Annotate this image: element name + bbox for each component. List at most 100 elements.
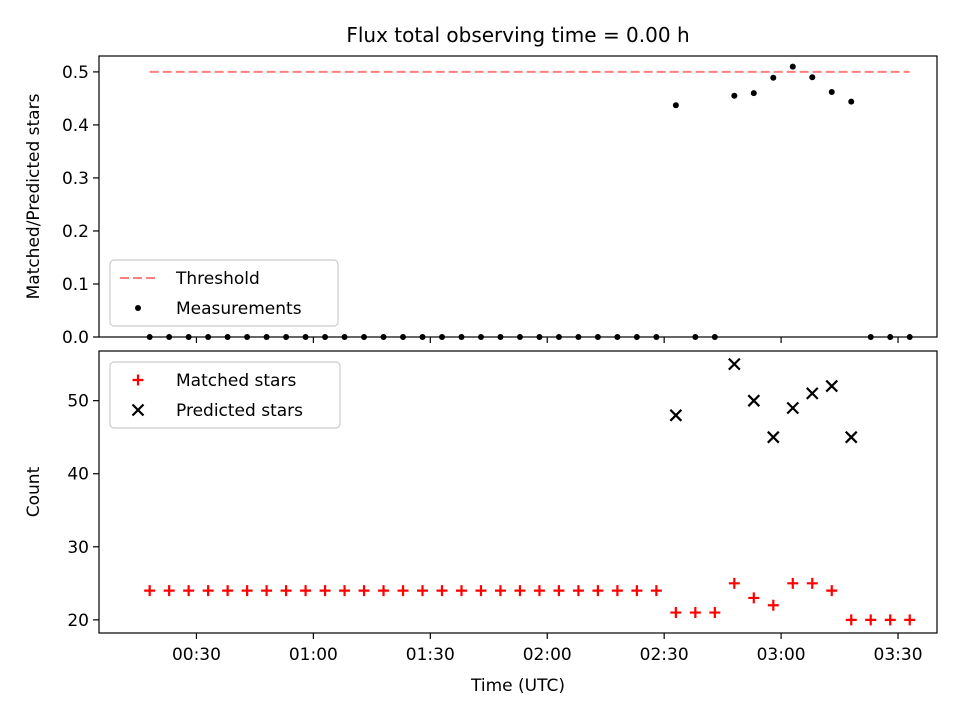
matched-star-point xyxy=(202,585,214,597)
legend-plus-swatch xyxy=(132,374,144,386)
legend: Matched stars Predicted stars xyxy=(109,361,341,429)
measurement-point xyxy=(614,334,621,340)
matched-star-point xyxy=(592,585,604,597)
legend-x-swatch xyxy=(131,403,145,417)
x-axis-title: Time (UTC) xyxy=(470,676,565,696)
matched-star-point xyxy=(767,599,779,611)
measurement-point xyxy=(536,334,543,340)
legend-label: Measurements xyxy=(176,299,302,319)
measurement-point xyxy=(731,92,738,99)
matched-star-point xyxy=(358,585,370,597)
x-tick-label: 02:00 xyxy=(523,645,572,665)
x-tick-label: 03:30 xyxy=(874,645,923,665)
matched-star-point xyxy=(514,585,526,597)
measurement-point xyxy=(224,334,231,340)
matched-star-point xyxy=(475,585,487,597)
measurement-point xyxy=(263,334,270,340)
matched-star-point xyxy=(826,585,838,597)
predicted-star-point xyxy=(767,430,780,444)
legend-box xyxy=(109,259,339,327)
x-tick-label: 01:00 xyxy=(289,645,338,665)
matched-star-point xyxy=(300,585,312,597)
measurement-point xyxy=(185,334,192,340)
measurement-point xyxy=(828,89,835,96)
measurement-point xyxy=(692,334,699,340)
matched-star-point xyxy=(709,607,721,619)
measurement-point xyxy=(341,334,348,340)
y-tick-label: 30 xyxy=(67,538,89,558)
matched-star-point xyxy=(572,585,584,597)
x-tick-label: 00:30 xyxy=(172,645,221,665)
measurement-point xyxy=(205,334,212,340)
y-tick-label: 0.5 xyxy=(62,63,89,83)
predicted-star-point xyxy=(786,401,800,415)
matched-star-point xyxy=(865,614,877,626)
y-tick-label: 0.2 xyxy=(62,222,89,242)
matched-star-point xyxy=(845,614,857,626)
matched-star-point xyxy=(611,585,623,597)
predicted-star-point xyxy=(805,387,819,400)
legend-box xyxy=(109,361,341,429)
x-tick-label: 03:00 xyxy=(757,645,806,665)
matched-star-point xyxy=(670,607,682,619)
matched-star-point xyxy=(728,577,740,589)
measurement-point xyxy=(672,102,679,109)
measurement-point xyxy=(400,334,407,340)
chart-title: Flux total observing time = 0.00 h xyxy=(346,23,689,47)
predicted-star-point xyxy=(844,430,858,444)
measurement-point xyxy=(867,334,874,340)
measurement-point xyxy=(555,334,562,340)
matched-star-point xyxy=(339,585,351,597)
matched-star-point xyxy=(455,585,467,597)
legend-label: Threshold xyxy=(175,269,260,289)
legend: Threshold Measurements xyxy=(109,259,339,327)
measurement-point xyxy=(302,334,309,340)
matched-star-point xyxy=(144,585,156,597)
measurement-point xyxy=(809,74,816,81)
measurement-point xyxy=(711,334,718,340)
predicted-star-point xyxy=(747,394,761,407)
matched-star-point xyxy=(553,585,565,597)
matched-star-point xyxy=(222,585,234,597)
measurement-point xyxy=(146,334,153,340)
measurement-point xyxy=(477,334,484,340)
matched-star-point xyxy=(261,585,273,597)
y-tick-label: 0.0 xyxy=(62,328,89,348)
panel-counts: 20 30 40 50 00:30 01:00 01:30 02:00 02:30 03:00 03… xyxy=(24,350,938,665)
measurement-point xyxy=(770,74,777,81)
matched-star-point xyxy=(163,585,175,597)
matched-star-point xyxy=(280,585,292,597)
measurement-point xyxy=(322,334,329,340)
matched-star-point xyxy=(884,614,896,626)
measurement-point xyxy=(438,334,445,340)
matched-star-point xyxy=(319,585,331,597)
y-tick-label: 40 xyxy=(67,465,89,485)
matched-star-point xyxy=(417,585,429,597)
matched-star-point xyxy=(806,577,818,589)
y-tick-label: 20 xyxy=(67,611,89,631)
legend-dot-swatch xyxy=(135,305,141,311)
panel-ratio: 0.0 0.1 0.2 0.3 0.4 0.5 Matched/Predicted star… xyxy=(24,55,938,348)
predicted-star-point xyxy=(728,357,741,371)
y-tick-label: 0.4 xyxy=(62,116,89,136)
y-axis-title: Matched/Predicted stars xyxy=(24,93,44,299)
axes-frame xyxy=(98,350,938,634)
matched-star-point xyxy=(378,585,390,597)
measurement-point xyxy=(594,334,601,340)
measurement-point xyxy=(575,334,582,340)
measurement-point xyxy=(789,63,796,70)
matched-star-point xyxy=(650,585,662,597)
matched-star-point xyxy=(533,585,545,597)
measurement-point xyxy=(166,334,173,340)
y-tick-label: 50 xyxy=(67,392,89,412)
measurement-point xyxy=(633,334,640,340)
measurement-point xyxy=(419,334,426,340)
measurement-point xyxy=(283,334,290,340)
measurement-point xyxy=(906,334,913,340)
measurement-point xyxy=(497,334,504,340)
matched-star-point xyxy=(494,585,506,597)
legend-label: Predicted stars xyxy=(176,401,303,421)
y-tick-label: 0.3 xyxy=(62,169,89,189)
